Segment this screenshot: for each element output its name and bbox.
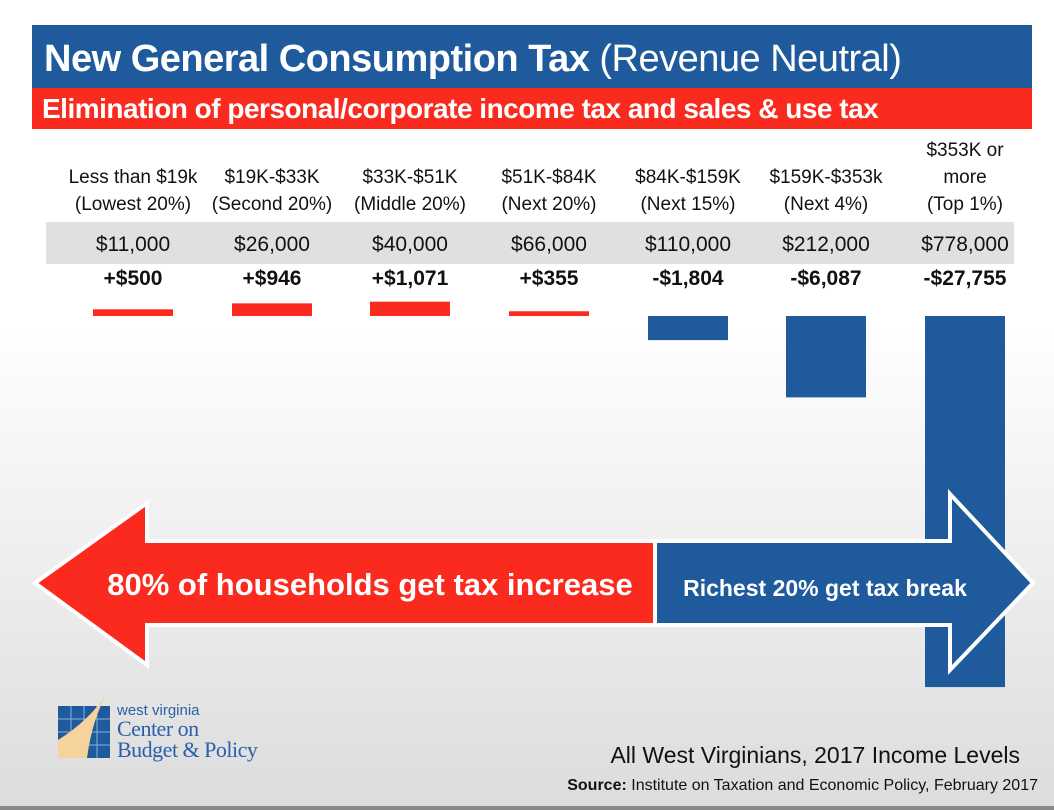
average-income-label: $110,000 (645, 233, 731, 256)
right-arrow (653, 488, 1036, 675)
bar (232, 303, 312, 316)
category-label: (Next 20%) (501, 194, 596, 215)
bar (648, 316, 728, 341)
average-income-label: $212,000 (782, 233, 870, 256)
average-income-label: $26,000 (234, 233, 310, 256)
change-label: -$6,087 (790, 267, 861, 290)
category-label: $33K-$51K (362, 167, 457, 188)
logo-line3: Budget & Policy (117, 737, 258, 762)
income-band (46, 222, 1014, 264)
logo-swoosh-icon (58, 693, 107, 758)
category-label: (Top 1%) (927, 194, 1003, 215)
category-label: $84K-$159K (635, 167, 741, 188)
source-label: Source: (567, 777, 627, 794)
category-label: more (943, 167, 986, 188)
logo-line2: Center on (117, 716, 199, 741)
category-label: (Second 20%) (212, 194, 332, 215)
title-bar: New General Consumption Tax (Revenue Neu… (32, 25, 1032, 88)
title-regular: (Revenue Neutral) (599, 38, 902, 80)
right-arrow-label: Richest 20% get tax break (683, 575, 967, 601)
average-income-label: $40,000 (372, 233, 448, 256)
source-text: Institute on Taxation and Economic Polic… (631, 777, 1038, 794)
category-label: (Next 4%) (784, 194, 868, 215)
bottom-divider (0, 806, 1054, 810)
category-label: $159K-$353k (769, 167, 883, 188)
category-label: $19K-$33K (224, 167, 319, 188)
change-label: -$27,755 (924, 267, 1007, 290)
bar (93, 309, 173, 316)
change-label: +$500 (104, 267, 163, 290)
bar (370, 301, 450, 316)
title-bold: New General Consumption Tax (44, 38, 590, 80)
category-label: $51K-$84K (501, 167, 596, 188)
average-income-label: $66,000 (511, 233, 587, 256)
left-arrow-label: 80% of households get tax increase (107, 567, 632, 602)
change-label: +$946 (243, 267, 302, 290)
source: Source: Institute on Taxation and Econom… (567, 777, 1038, 795)
logo: west virginia Center on Budget & Policy (117, 702, 258, 762)
logo-line1: west virginia (117, 702, 200, 719)
caption: All West Virginians, 2017 Income Levels (610, 742, 1020, 768)
change-label: +$1,071 (372, 267, 449, 290)
change-label: -$1,804 (652, 267, 724, 290)
bar (509, 311, 589, 316)
category-label: (Lowest 20%) (75, 194, 191, 215)
subtitle-bar: Elimination of personal/corporate income… (32, 88, 1032, 129)
category-label: (Next 15%) (640, 194, 735, 215)
category-label: Less than $19k (69, 167, 198, 188)
bar (786, 316, 866, 398)
left-arrow (31, 499, 657, 669)
change-label: +$355 (520, 267, 579, 290)
average-income-label: $11,000 (96, 233, 170, 256)
category-label: (Middle 20%) (354, 194, 466, 215)
average-income-label: $778,000 (921, 233, 1009, 256)
category-label: $353K or (926, 140, 1004, 161)
